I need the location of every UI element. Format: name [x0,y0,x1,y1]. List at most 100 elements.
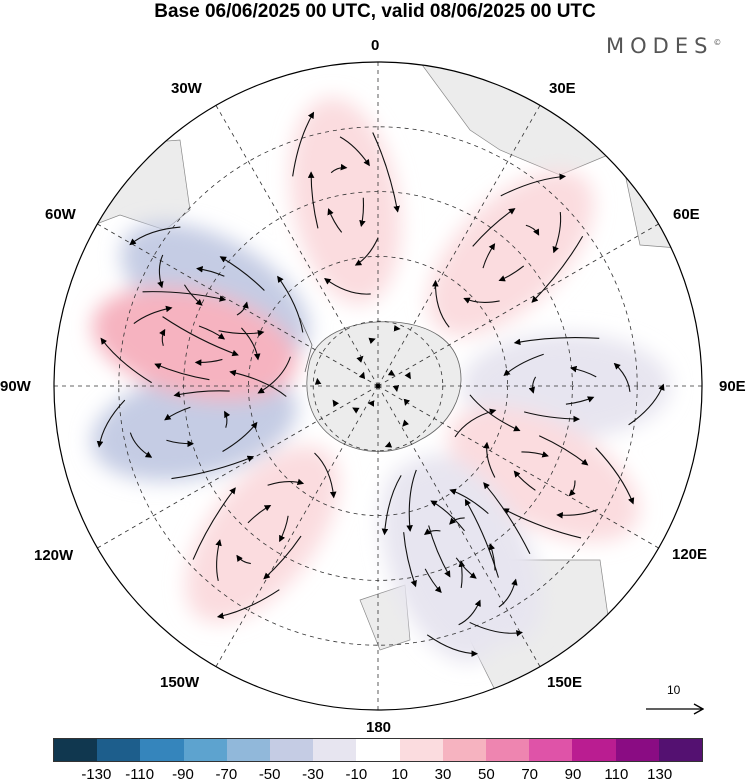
streamline-arrow [528,376,537,394]
streamline-arrow [513,337,600,346]
streamline-arrow [464,498,499,578]
streamline-arrow [402,419,410,427]
colorbar-swatch [442,739,487,761]
streamline-arrow [267,478,305,486]
streamline-arrow [392,384,400,393]
lon-label-30e: 30E [549,80,576,97]
streamline-arrow [129,432,153,458]
streamline-arrow [513,470,536,491]
streamline-arrow [194,358,223,366]
streamline-arrow [183,284,203,306]
lon-label-150w: 150W [160,674,200,691]
streamline-arrow [241,327,261,361]
streamline-arrow [154,363,210,381]
streamline-arrow [488,543,496,571]
colorbar-tick: -90 [172,766,194,783]
colorbar-tick: -30 [302,766,324,783]
colorbar-tick: 110 [604,766,629,783]
streamline-arrow [502,508,582,539]
streamline-arrow [358,371,366,380]
streamline-arrow [359,197,366,228]
streamline-arrow [263,535,302,580]
colorbar-tick: -130 [81,766,112,783]
streamline-arrow [100,337,152,384]
streamline-arrow [372,132,400,213]
colorbar-tick: -10 [345,766,368,783]
colorbar-tick: 30 [434,766,452,783]
streamline-arrow [403,532,417,588]
streamline-arrow [307,171,319,229]
colorbar-tick: 130 [647,766,673,783]
streamline-arrow [521,451,549,458]
colorbar-tick: 70 [521,766,538,783]
streamline-arrow [424,568,442,594]
meridian-line [377,223,659,387]
streamline-arrow [404,371,411,380]
streamline-arrow [498,578,518,608]
anomaly-contour [185,445,339,623]
colorbar-tick: -70 [215,766,238,783]
streamline-arrow [472,208,516,247]
meridian-line [97,385,379,549]
lon-label-90w: 90W [0,378,31,395]
reference-vector-label: 10 [667,683,681,697]
colorbar-tick: -50 [258,766,281,783]
streamline-arrow [162,316,239,357]
streamline-arrow [332,399,339,407]
streamline-arrow [531,235,584,303]
colorbar-swatch [658,739,703,761]
colorbar-swatch [97,739,141,761]
colorbar-tick: 90 [564,766,582,783]
meridian-line [377,105,541,387]
meridian-line [377,385,659,549]
colorbar-tick: 50 [477,766,495,783]
streamline-arrow [498,265,525,282]
streamline-arrow [159,328,166,346]
streamline-arrow [196,265,225,277]
streamline-arrow [454,408,497,438]
reference-vector-arrow [646,703,704,715]
streamline-arrow [381,475,402,536]
colorbar-tick: -110 [125,766,155,783]
streamline-arrow [368,337,376,344]
streamline-arrow [525,224,540,236]
brand-text: MODES [606,34,714,58]
streamline-arrow [426,634,479,657]
lon-label-0: 0 [371,37,380,54]
colorbar-swatch [572,739,616,761]
colorbar-swatch [486,739,530,761]
streamline-arrow [314,377,322,385]
streamline-arrow [192,487,236,560]
streamline-arrow [403,398,411,406]
streamline-arrow [430,500,465,532]
colorbar-swatch [226,739,271,761]
streamline-arrow [628,383,665,426]
lon-label-60e: 60E [673,206,700,223]
streamline-arrow [324,277,371,295]
streamline-arrow [157,254,164,289]
lon-label-150e: 150E [547,674,583,691]
lon-label-60w: 60W [45,206,76,223]
streamline-arrow [556,508,598,519]
streamline-arrow [356,355,364,363]
meridian-line [215,105,379,387]
streamline-arrow [218,329,265,337]
streamline-arrow [538,435,589,466]
streamline-arrow [500,173,567,197]
streamline-arrow [198,325,226,340]
lon-label-90e: 90E [719,378,746,395]
streamline-arrow [428,525,451,578]
anomaly-contour [92,287,298,401]
streamline-arrow [129,226,181,246]
meridian-line [377,385,541,667]
streamline-arrow [483,441,496,478]
streamline-arrow [482,243,496,269]
colorbar-swatch [399,739,443,761]
streamline-arrow [330,163,348,174]
streamline-arrow [133,305,173,325]
streamline-arrow [483,482,531,555]
streamline-arrow [215,539,222,582]
streamline-arrow [292,111,315,177]
colorbar-swatch [313,739,357,761]
